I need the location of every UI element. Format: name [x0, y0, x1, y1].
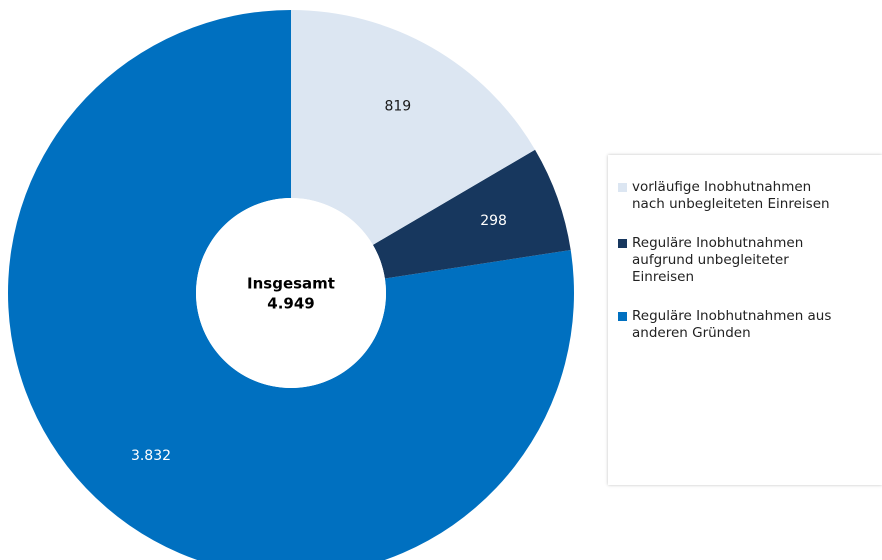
legend-swatch — [618, 183, 627, 192]
legend: vorläufige Inobhutnahmen nach unbegleite… — [608, 155, 882, 485]
legend-item: vorläufige Inobhutnahmen nach unbegleite… — [618, 179, 882, 213]
data-label: 3.832 — [131, 448, 171, 464]
legend-item: Reguläre Inobhutnahmen aus anderen Gründ… — [618, 308, 882, 342]
slice — [372, 149, 571, 279]
center-title: Insgesamt — [247, 275, 335, 293]
legend-label: Reguläre Inobhutnahmen aufgrund unbeglei… — [632, 235, 804, 285]
legend-label: vorläufige Inobhutnahmen nach unbegleite… — [632, 179, 830, 212]
data-label: 298 — [480, 213, 507, 229]
legend-swatch — [618, 312, 627, 321]
legend-item: Reguläre Inobhutnahmen aufgrund unbeglei… — [618, 235, 882, 286]
legend-swatch — [618, 239, 627, 248]
slice — [291, 10, 536, 245]
data-label: 819 — [384, 98, 411, 114]
donut-hole — [196, 198, 386, 388]
center-value: 4.949 — [267, 295, 314, 313]
legend-label: Reguläre Inobhutnahmen aus anderen Gründ… — [632, 308, 832, 341]
slice — [7, 10, 574, 560]
